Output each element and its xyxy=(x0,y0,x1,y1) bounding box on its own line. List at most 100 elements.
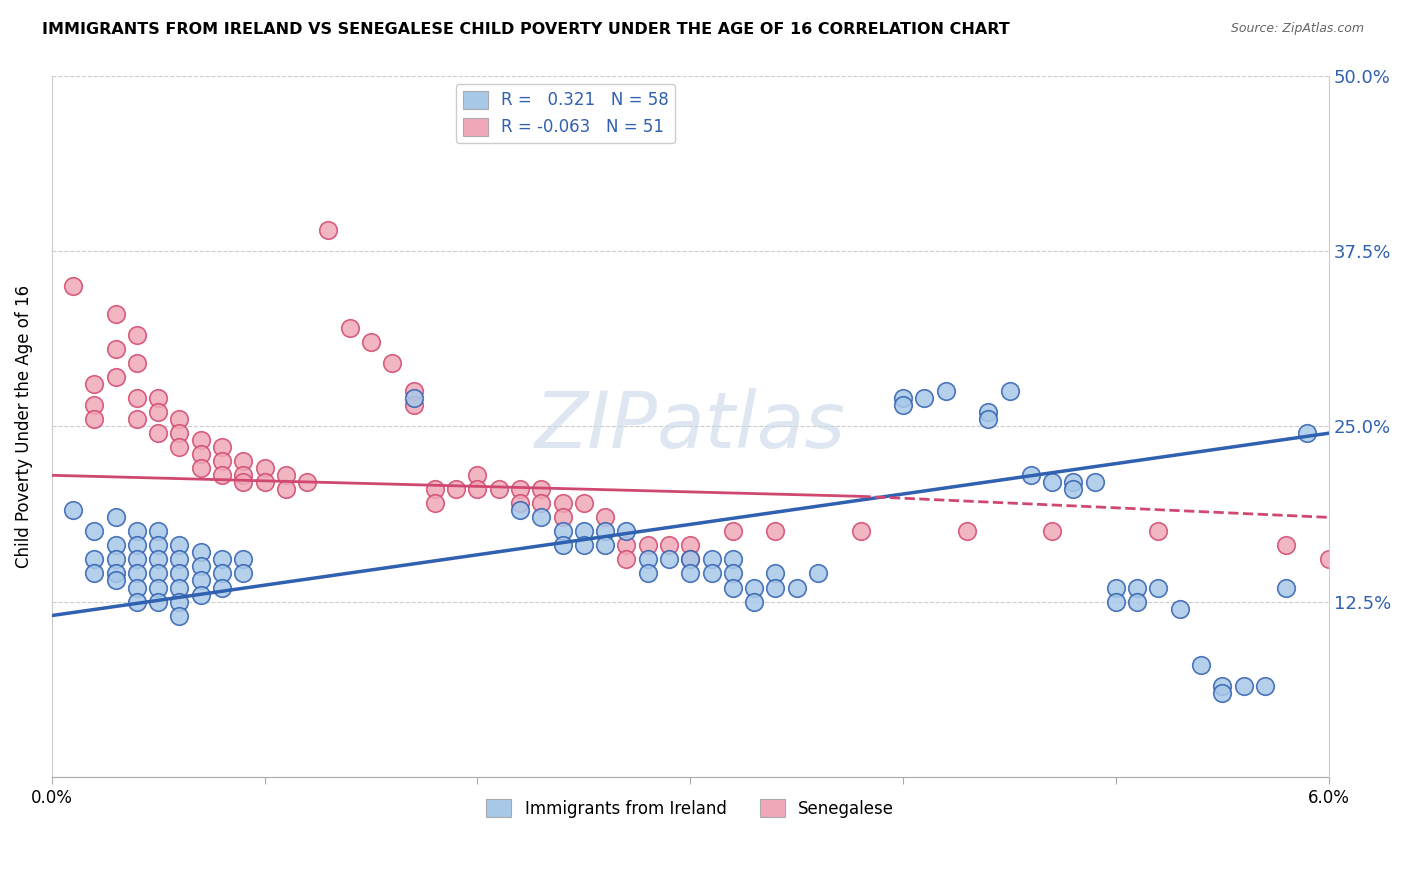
Point xyxy=(807,566,830,581)
Point xyxy=(169,426,191,441)
Point xyxy=(146,552,169,566)
Point xyxy=(169,440,191,454)
Point xyxy=(1189,657,1212,672)
Point xyxy=(104,566,127,581)
Point xyxy=(1147,581,1170,595)
Point xyxy=(190,434,212,448)
Point xyxy=(125,581,148,595)
Point xyxy=(891,391,914,405)
Point xyxy=(572,496,595,510)
Point xyxy=(146,391,169,405)
Point xyxy=(977,405,1000,419)
Y-axis label: Child Poverty Under the Age of 16: Child Poverty Under the Age of 16 xyxy=(15,285,32,567)
Point xyxy=(146,524,169,539)
Point xyxy=(700,552,723,566)
Point xyxy=(679,552,702,566)
Point xyxy=(360,334,382,349)
Point xyxy=(721,552,744,566)
Point xyxy=(551,496,574,510)
Point xyxy=(572,524,595,539)
Point xyxy=(1084,475,1107,490)
Point xyxy=(211,454,233,468)
Point xyxy=(763,524,786,539)
Point xyxy=(169,552,191,566)
Point xyxy=(146,426,169,441)
Point xyxy=(912,391,935,405)
Point xyxy=(402,391,425,405)
Point xyxy=(232,552,254,566)
Point xyxy=(658,538,681,552)
Point xyxy=(530,496,553,510)
Point xyxy=(169,412,191,426)
Point xyxy=(1147,524,1170,539)
Point xyxy=(125,524,148,539)
Point xyxy=(998,384,1021,398)
Point xyxy=(190,587,212,601)
Point xyxy=(104,307,127,321)
Point xyxy=(679,552,702,566)
Point xyxy=(763,566,786,581)
Point xyxy=(551,524,574,539)
Point xyxy=(104,574,127,588)
Point xyxy=(935,384,957,398)
Point xyxy=(721,524,744,539)
Point xyxy=(169,566,191,581)
Point xyxy=(211,581,233,595)
Point xyxy=(190,574,212,588)
Point xyxy=(467,468,489,483)
Point xyxy=(509,483,531,497)
Point xyxy=(211,468,233,483)
Point xyxy=(530,510,553,524)
Point xyxy=(211,440,233,454)
Point xyxy=(956,524,979,539)
Point xyxy=(381,356,404,370)
Point xyxy=(1275,538,1298,552)
Point xyxy=(83,412,105,426)
Point xyxy=(551,510,574,524)
Point xyxy=(658,552,681,566)
Point xyxy=(551,538,574,552)
Point xyxy=(169,581,191,595)
Point xyxy=(849,524,872,539)
Point xyxy=(1296,426,1319,441)
Point xyxy=(253,461,276,475)
Point xyxy=(637,538,659,552)
Point xyxy=(125,328,148,343)
Point xyxy=(572,538,595,552)
Point xyxy=(1317,552,1340,566)
Point xyxy=(125,538,148,552)
Point xyxy=(1211,679,1233,693)
Point xyxy=(232,475,254,490)
Point xyxy=(1105,594,1128,608)
Point xyxy=(742,581,765,595)
Point xyxy=(190,545,212,559)
Point xyxy=(1040,524,1063,539)
Point xyxy=(402,384,425,398)
Point xyxy=(169,608,191,623)
Point xyxy=(83,524,105,539)
Point xyxy=(146,405,169,419)
Point xyxy=(146,538,169,552)
Point xyxy=(104,538,127,552)
Point xyxy=(83,398,105,412)
Text: ZIPatlas: ZIPatlas xyxy=(534,388,845,464)
Point xyxy=(1254,679,1277,693)
Point xyxy=(786,581,808,595)
Point xyxy=(1105,581,1128,595)
Point xyxy=(742,594,765,608)
Point xyxy=(530,483,553,497)
Point xyxy=(977,412,1000,426)
Point xyxy=(125,566,148,581)
Point xyxy=(1062,483,1084,497)
Point xyxy=(125,594,148,608)
Point xyxy=(593,510,616,524)
Point xyxy=(402,398,425,412)
Point xyxy=(1233,679,1256,693)
Point xyxy=(721,581,744,595)
Point xyxy=(423,483,446,497)
Point xyxy=(1062,475,1084,490)
Point xyxy=(104,342,127,356)
Point xyxy=(125,412,148,426)
Point xyxy=(679,566,702,581)
Text: IMMIGRANTS FROM IRELAND VS SENEGALESE CHILD POVERTY UNDER THE AGE OF 16 CORRELAT: IMMIGRANTS FROM IRELAND VS SENEGALESE CH… xyxy=(42,22,1010,37)
